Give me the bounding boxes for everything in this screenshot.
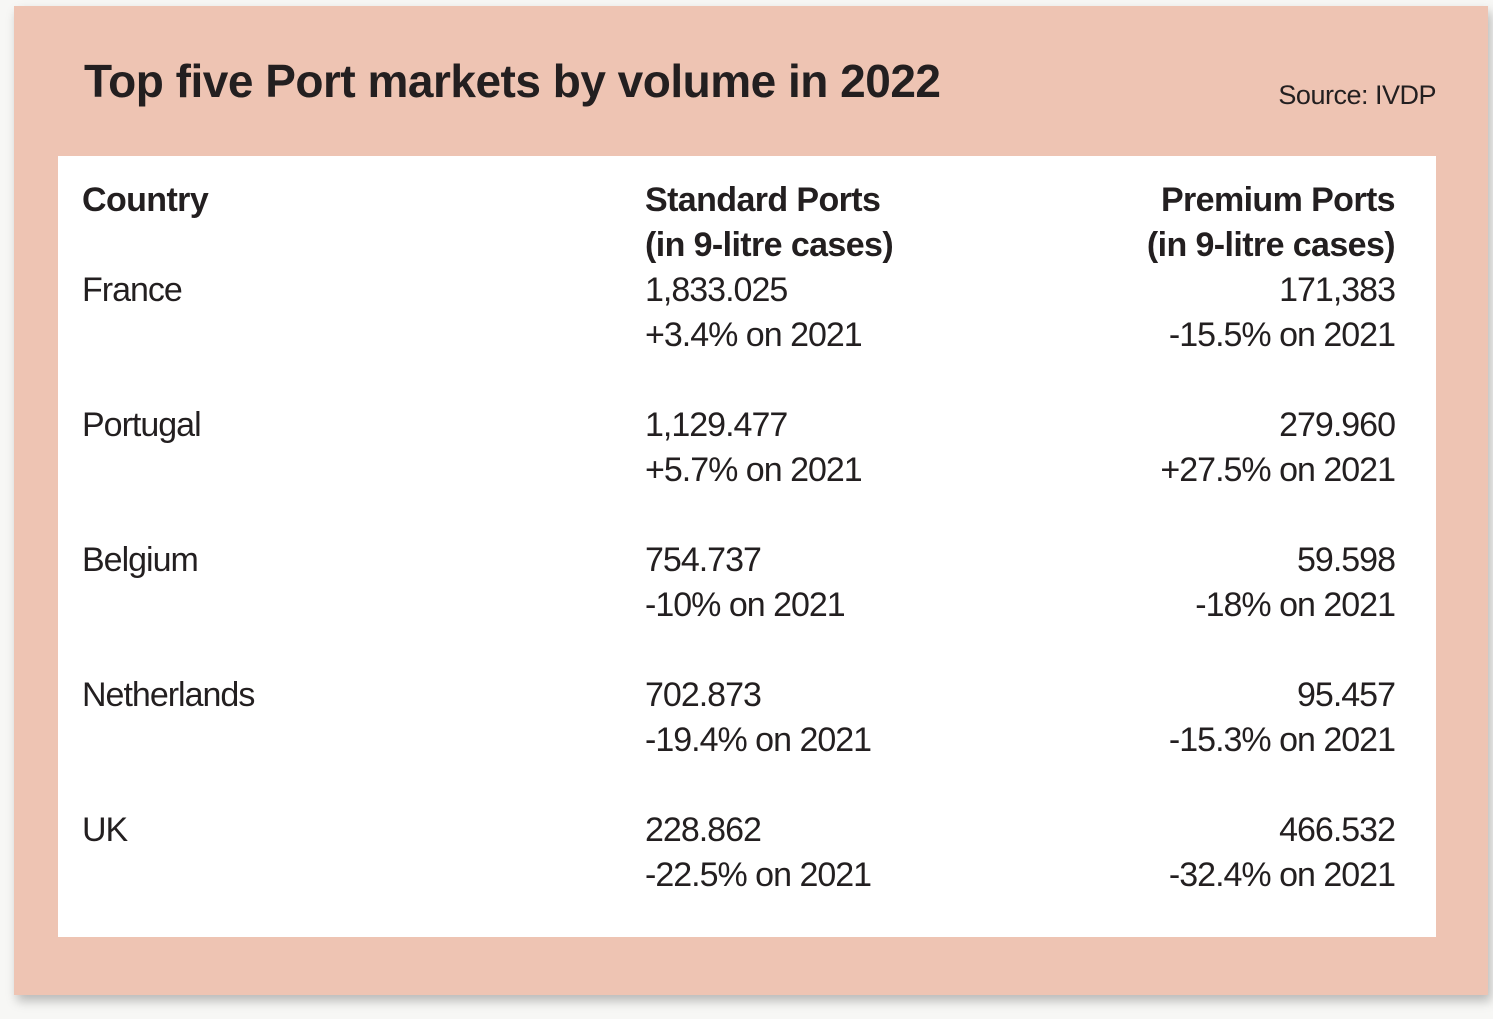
infographic-panel: Top five Port markets by volume in 2022 … [14, 6, 1488, 995]
country-cell: UK [82, 808, 128, 853]
header-country: Country [82, 178, 209, 223]
premium-value: 59.598 [1297, 541, 1396, 579]
premium-value: 466.532 [1279, 811, 1396, 849]
header-premium-unit: (in 9-litre cases) [1146, 226, 1396, 264]
premium-value: 95.457 [1297, 676, 1396, 714]
country-name: Netherlands [82, 676, 255, 714]
header-country-label: Country [82, 181, 209, 219]
standard-cell: 702.873 -19.4% on 2021 [645, 673, 872, 763]
premium-cell: 95.457 -15.3% on 2021 [1168, 673, 1396, 763]
country-name: France [82, 271, 183, 309]
country-name: Belgium [82, 541, 199, 579]
source-note: Source: IVDP [1278, 80, 1436, 110]
standard-change: +3.4% on 2021 [645, 316, 863, 354]
data-table: Country Standard Ports (in 9-litre cases… [58, 156, 1436, 937]
standard-change: +5.7% on 2021 [645, 451, 863, 489]
standard-value: 1,129.477 [645, 406, 788, 444]
premium-cell: 466.532 -32.4% on 2021 [1168, 808, 1396, 898]
header-standard: Standard Ports (in 9-litre cases) [645, 178, 894, 268]
header-premium-label: Premium Ports [1160, 181, 1396, 219]
country-name: Portugal [82, 406, 202, 444]
standard-change: -22.5% on 2021 [645, 856, 872, 894]
premium-change: -15.3% on 2021 [1168, 721, 1396, 759]
premium-cell: 171,383 -15.5% on 2021 [1168, 268, 1396, 358]
country-cell: Portugal [82, 403, 202, 448]
premium-value: 171,383 [1279, 271, 1396, 309]
premium-cell: 59.598 -18% on 2021 [1195, 538, 1396, 628]
standard-cell: 754.737 -10% on 2021 [645, 538, 846, 628]
premium-change: -18% on 2021 [1195, 586, 1396, 624]
header-premium: Premium Ports (in 9-litre cases) [1146, 178, 1396, 268]
premium-cell: 279.960 +27.5% on 2021 [1160, 403, 1396, 493]
premium-value: 279.960 [1279, 406, 1396, 444]
standard-value: 1,833.025 [645, 271, 788, 309]
premium-change: -15.5% on 2021 [1168, 316, 1396, 354]
header-standard-unit: (in 9-litre cases) [645, 226, 894, 264]
standard-value: 754.737 [645, 541, 762, 579]
country-name: UK [82, 811, 128, 849]
standard-change: -19.4% on 2021 [645, 721, 872, 759]
country-cell: Belgium [82, 538, 199, 583]
country-cell: Netherlands [82, 673, 255, 718]
country-cell: France [82, 268, 183, 313]
standard-cell: 1,833.025 +3.4% on 2021 [645, 268, 863, 358]
standard-cell: 228.862 -22.5% on 2021 [645, 808, 872, 898]
header-standard-label: Standard Ports [645, 181, 881, 219]
premium-change: +27.5% on 2021 [1160, 451, 1396, 489]
standard-value: 228.862 [645, 811, 762, 849]
chart-title: Top five Port markets by volume in 2022 [84, 55, 941, 107]
premium-change: -32.4% on 2021 [1168, 856, 1396, 894]
standard-change: -10% on 2021 [645, 586, 846, 624]
standard-cell: 1,129.477 +5.7% on 2021 [645, 403, 863, 493]
standard-value: 702.873 [645, 676, 762, 714]
